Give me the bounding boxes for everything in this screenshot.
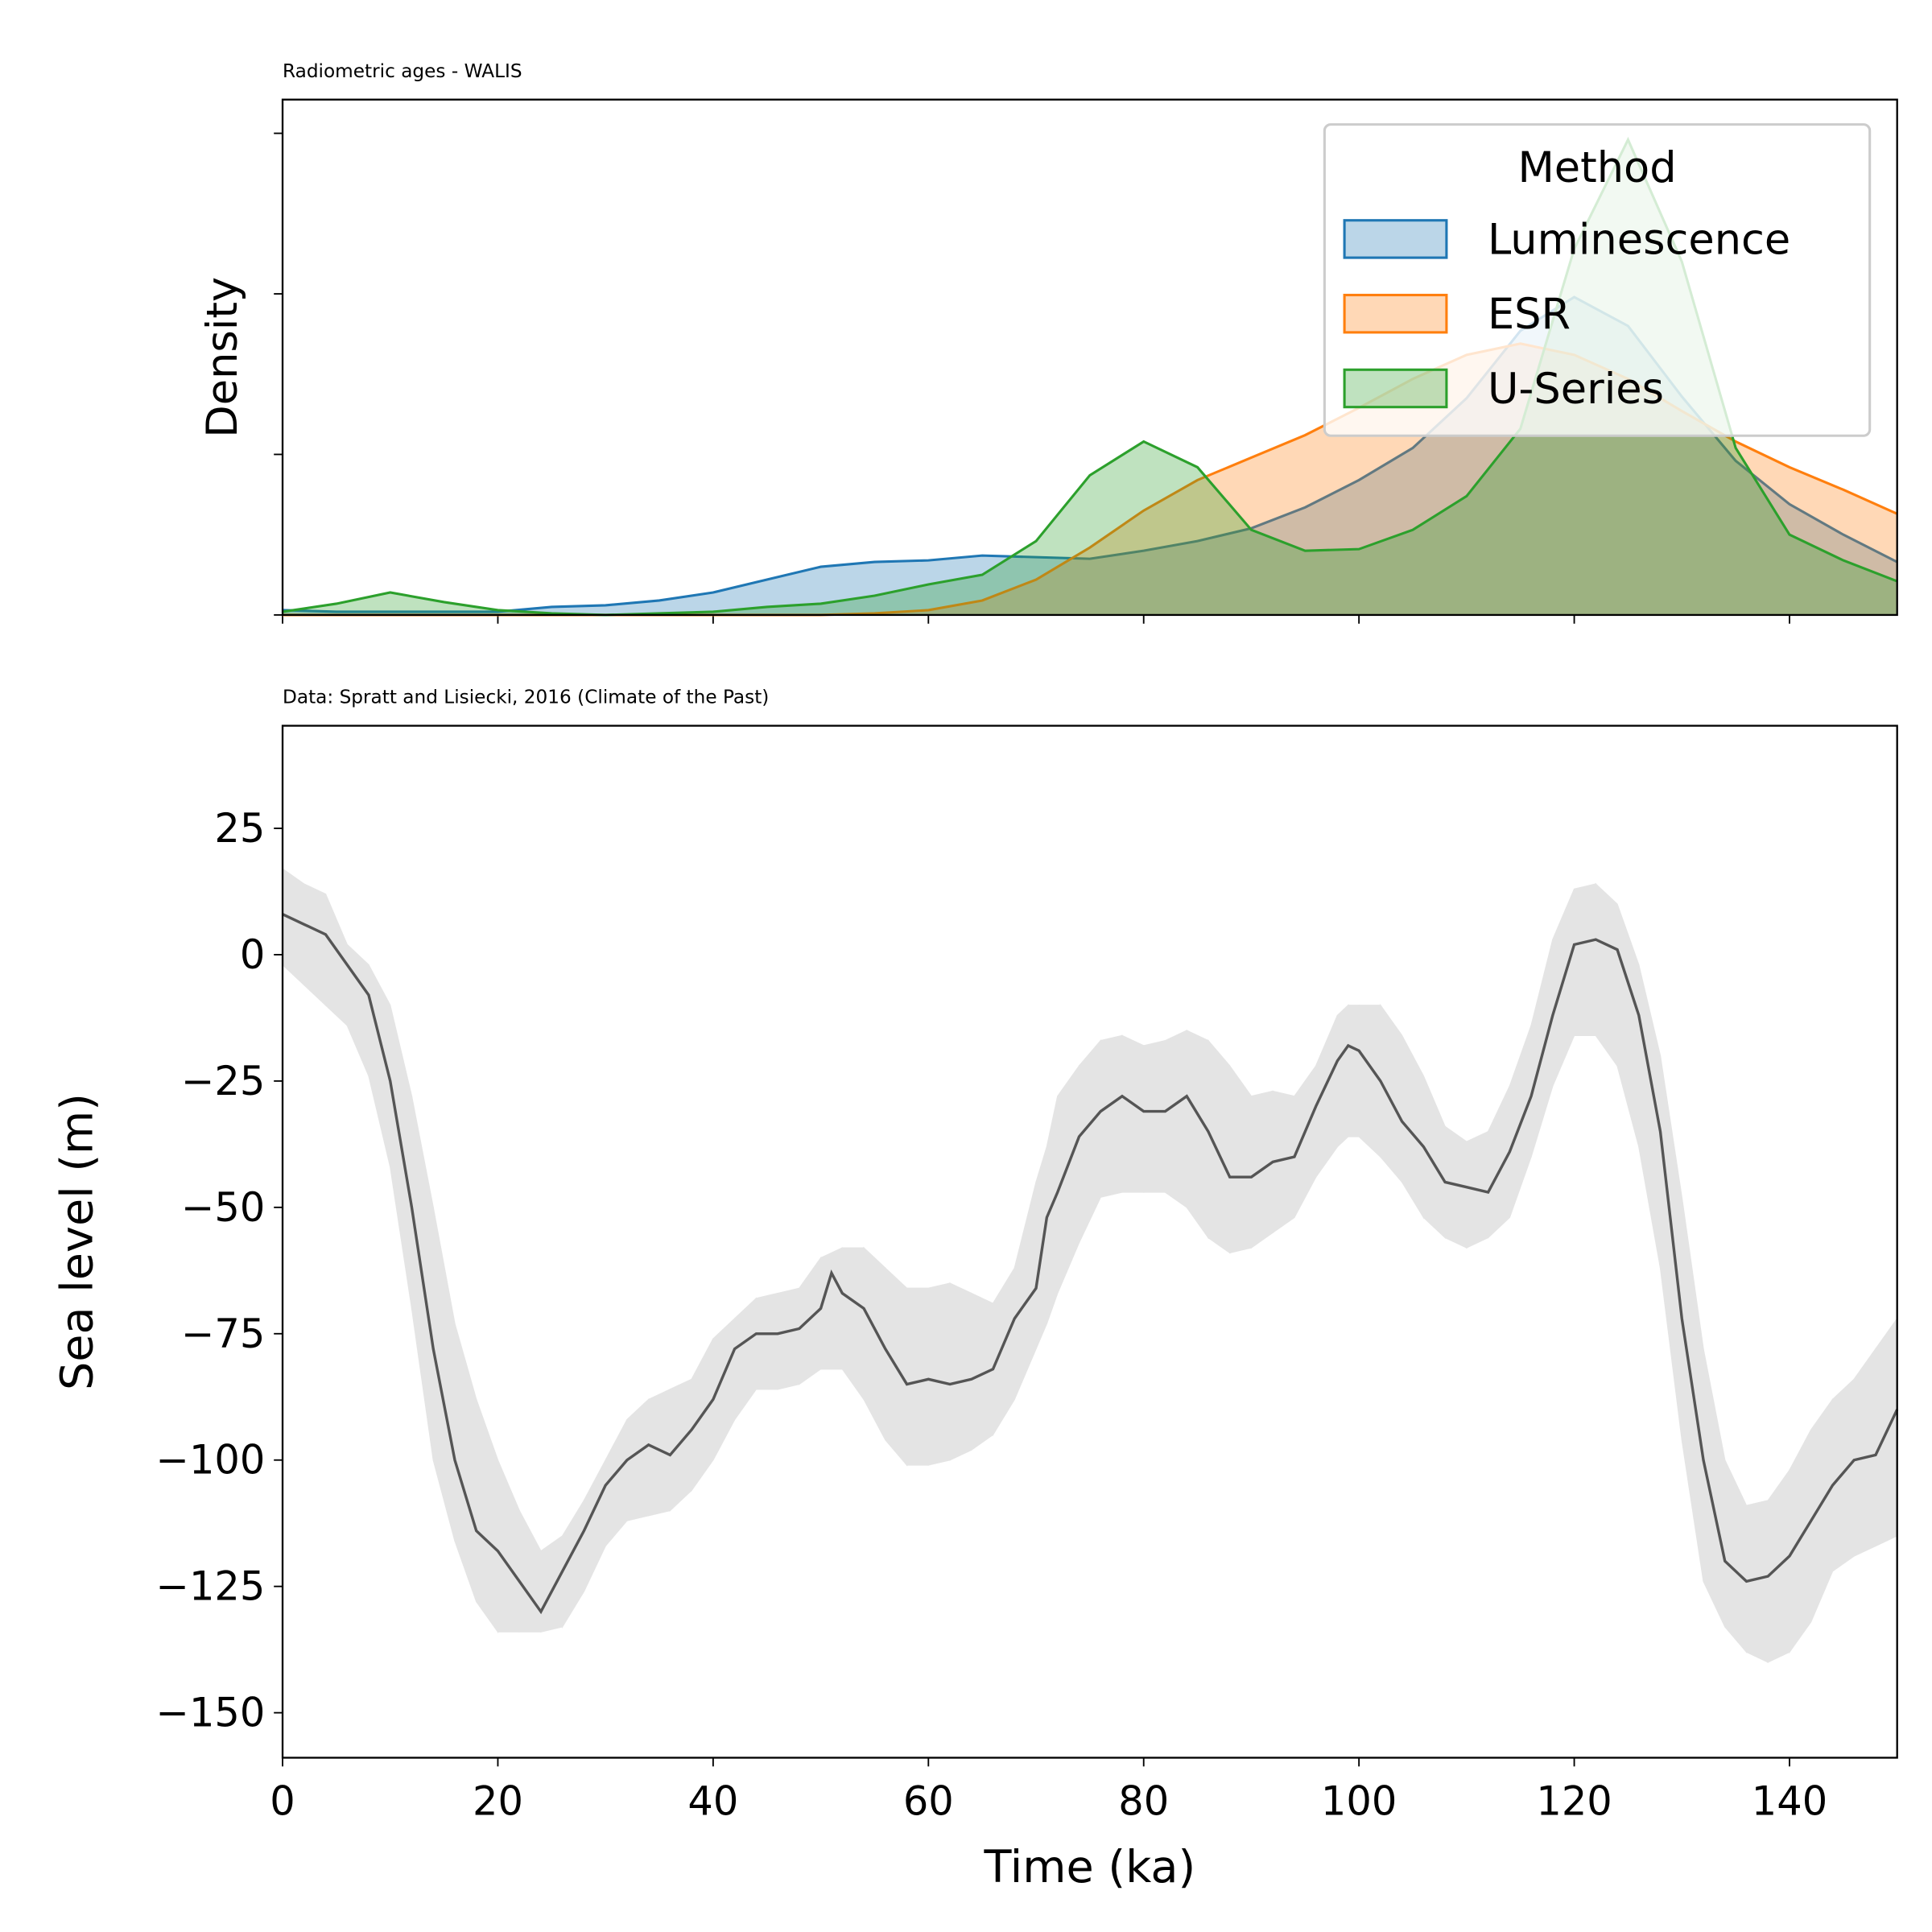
- uncertainty-band: [1121, 1034, 1145, 1193]
- uncertainty-band: [819, 1252, 832, 1370]
- x-tick-label: 60: [903, 1778, 954, 1825]
- uncertainty-band: [1100, 1034, 1123, 1199]
- uncertainty-band: [1143, 1039, 1166, 1193]
- chart-title: Data: Spratt and Lisiecki, 2016 (Climate…: [283, 687, 769, 708]
- uncertainty-band: [540, 1534, 564, 1633]
- uncertainty-band: [949, 1282, 972, 1461]
- legend-box: [1323, 123, 1872, 437]
- y-tick-label: −100: [156, 1437, 266, 1484]
- uncertainty-band: [282, 868, 305, 987]
- uncertainty-band: [1595, 882, 1618, 1067]
- uncertainty-band: [755, 1292, 778, 1390]
- legend: Method Luminescence ESR U-Series: [1323, 123, 1872, 437]
- legend-label: U-Series: [1488, 365, 1664, 414]
- uncertainty-band: [1831, 1377, 1855, 1573]
- uncertainty-band: [1336, 1004, 1349, 1148]
- x-axis-label: Time (ka): [984, 1841, 1196, 1893]
- uncertainty-band: [1380, 1003, 1403, 1184]
- y-tick-label: −50: [181, 1184, 265, 1231]
- uncertainty-band: [906, 1287, 929, 1466]
- uncertainty-band: [1208, 1038, 1231, 1254]
- x-tick-label: 140: [1752, 1778, 1827, 1825]
- x-tick-label: 100: [1321, 1778, 1397, 1825]
- plot-area: [282, 868, 1899, 1663]
- y-tick-label: −75: [181, 1311, 265, 1357]
- uncertainty-band: [1186, 1030, 1209, 1240]
- uncertainty-band: [1229, 1064, 1253, 1254]
- legend-label: ESR: [1488, 290, 1571, 339]
- axes-frame: [281, 724, 1898, 1759]
- x-tick-label: 80: [1118, 1778, 1169, 1825]
- legend-label: Luminescence: [1488, 215, 1790, 264]
- uncertainty-band: [669, 1378, 692, 1512]
- uncertainty-band: [1358, 1005, 1381, 1158]
- x-tick-label: 120: [1536, 1778, 1612, 1825]
- uncertainty-band: [1573, 883, 1596, 1036]
- x-tick-label: 40: [687, 1778, 738, 1825]
- x-tick-label: 0: [270, 1778, 295, 1825]
- y-tick-label: 25: [214, 805, 265, 852]
- uncertainty-band: [1164, 1030, 1187, 1209]
- uncertainty-band: [303, 883, 327, 1007]
- y-tick-label: −25: [181, 1058, 265, 1104]
- y-tick-label: −125: [156, 1563, 266, 1610]
- axes-frame: [281, 98, 1898, 617]
- legend-title: Method: [1517, 143, 1676, 192]
- y-tick-label: 0: [240, 931, 265, 978]
- uncertainty-band: [626, 1397, 650, 1521]
- uncertainty-band: [1853, 1347, 1876, 1557]
- x-tick-label: 20: [473, 1778, 523, 1825]
- y-axis-label: Sea level (m): [51, 1093, 103, 1390]
- legend-swatch: [1343, 293, 1448, 334]
- uncertainty-band: [831, 1247, 843, 1370]
- uncertainty-band: [777, 1287, 800, 1390]
- uncertainty-band: [927, 1282, 951, 1466]
- sea-level-line: [282, 913, 1899, 1615]
- legend-swatch: [1343, 368, 1448, 409]
- kde-fill: [283, 139, 1897, 615]
- y-tick-label: −150: [156, 1690, 266, 1736]
- uncertainty-band: [1348, 1005, 1360, 1137]
- chart-title: Radiometric ages - WALIS: [283, 60, 522, 82]
- y-axis-label: Density: [198, 277, 247, 438]
- legend-swatch: [1343, 219, 1448, 259]
